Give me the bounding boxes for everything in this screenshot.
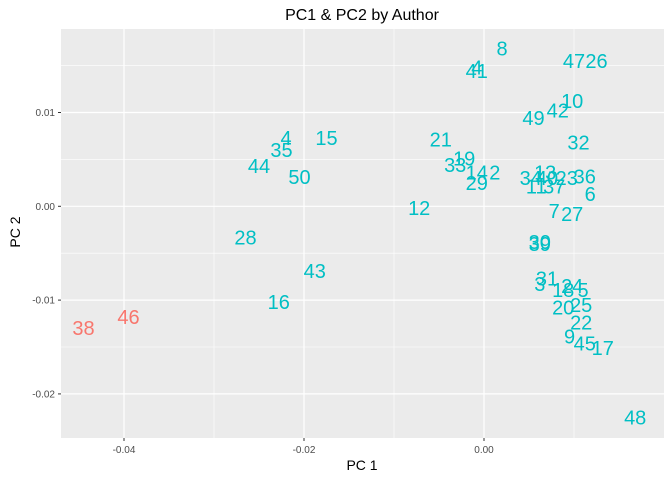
y-axis-ticks: -0.02 -0.01 0.00 0.01 [32,108,61,400]
point-label-41: 41 [466,61,488,83]
point-label-6: 6 [585,184,596,206]
point-label-4: 4 [280,128,291,150]
point-label-14: 14 [466,163,488,185]
point-label-45: 45 [574,333,596,355]
point-label-10: 10 [561,91,583,113]
point-label-21: 21 [430,130,452,152]
chart-title: PC1 & PC2 by Author [285,7,440,24]
point-label-3: 3 [534,274,545,296]
point-label-47: 47 [563,51,585,73]
point-label-18: 18 [552,280,574,302]
point-label-5: 5 [577,280,588,302]
y-tick-label: -0.01 [32,296,55,307]
point-label-40: 40 [536,168,558,190]
point-label-49: 49 [522,108,544,130]
x-tick-label: 0.00 [474,445,494,456]
point-label-23: 23 [556,168,578,190]
y-tick-label: 0.01 [36,108,56,119]
point-label-48: 48 [624,407,646,429]
point-label-34: 34 [520,168,542,190]
major-gridlines [61,29,664,438]
x-axis-title: PC 1 [346,457,377,473]
point-label-31: 31 [536,269,558,291]
point-label-7: 7 [549,201,560,223]
point-label-30: 30 [529,232,551,254]
point-label-43: 43 [304,261,326,283]
point-label-26: 26 [585,51,607,73]
point-label-2: 2 [489,163,500,185]
x-tick-label: -0.04 [113,445,136,456]
point-label-37: 37 [543,177,565,199]
point-label-22: 22 [570,313,592,335]
y-tick-label: 0.00 [36,202,56,213]
point-label-42: 42 [547,101,569,123]
point-label-27: 27 [561,204,583,226]
point-label-16: 16 [268,292,290,314]
point-label-20: 20 [552,298,574,320]
point-label-24: 24 [561,276,583,298]
point-label-11: 11 [526,177,547,199]
point-label-50: 50 [288,167,310,189]
point-label-19: 19 [453,148,475,170]
y-axis-title: PC 2 [7,216,23,247]
point-label-4: 4 [471,57,482,79]
point-label-39: 39 [529,234,551,256]
y-tick-label: -0.02 [32,389,55,400]
point-label-38: 38 [72,318,94,340]
point-label-36: 36 [574,166,596,188]
point-label-46: 46 [117,307,139,329]
point-label-13: 13 [534,163,556,185]
point-label-33: 33 [444,155,466,177]
point-label-44: 44 [248,156,270,178]
plot-panel [61,29,664,438]
x-axis-ticks: -0.04 -0.02 0.00 [113,438,494,456]
point-label-35: 35 [270,140,292,162]
point-label-32: 32 [567,133,589,155]
point-label-8: 8 [496,39,507,61]
point-label-12: 12 [408,198,430,220]
point-label-28: 28 [234,227,256,249]
point-label-25: 25 [570,295,592,317]
point-label-17: 17 [592,338,614,360]
point-label-15: 15 [315,128,337,150]
point-label-9: 9 [564,327,575,349]
point-label-29: 29 [466,173,488,195]
x-tick-label: -0.02 [293,445,316,456]
minor-gridlines [61,29,664,438]
